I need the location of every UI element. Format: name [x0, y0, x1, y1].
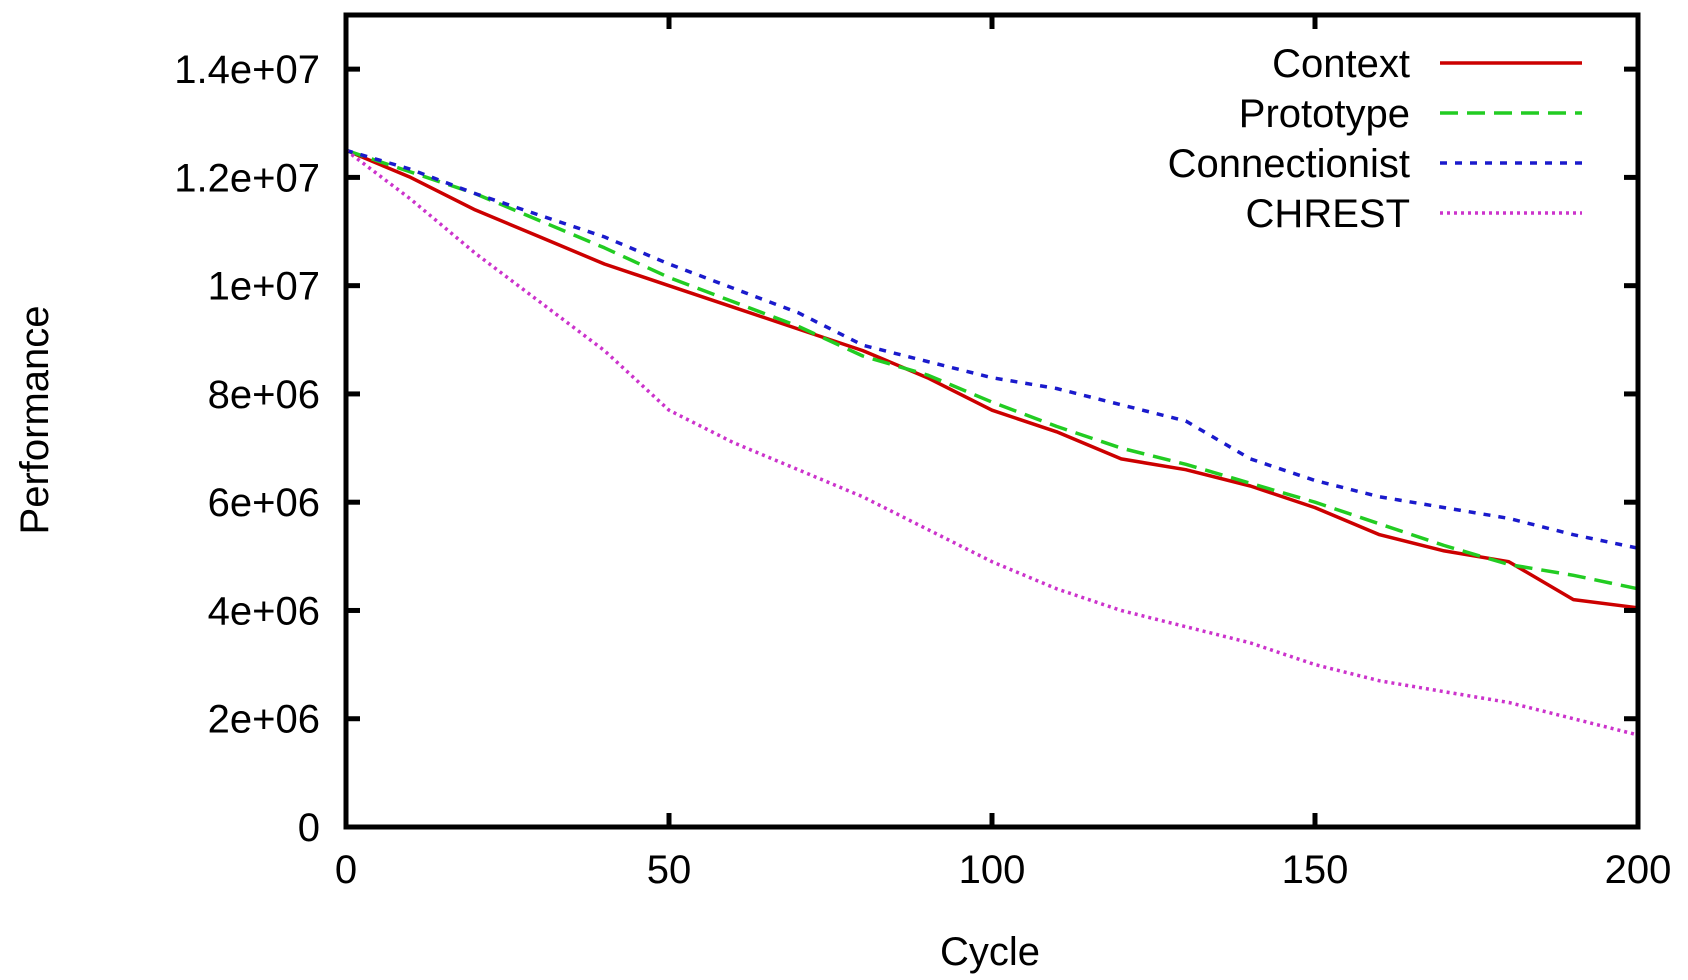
plot-frame	[343, 12, 1641, 830]
plot-marks	[344, 148, 1639, 737]
legend-label-context: Context	[1272, 42, 1410, 86]
x-tick-label: 0	[335, 848, 357, 892]
y-tick-label: 1e+07	[208, 265, 320, 309]
x-tick-label: 50	[647, 848, 692, 892]
y-tick-label: 2e+06	[208, 698, 320, 742]
x-axis-title: Cycle	[940, 930, 1040, 974]
y-tick-label: 6e+06	[208, 481, 320, 525]
series-line-connectionist	[345, 148, 1639, 550]
x-tick-label: 200	[1605, 848, 1672, 892]
series-line-context	[345, 148, 1639, 610]
legend-label-prototype: Prototype	[1239, 92, 1410, 136]
x-tick-label: 150	[1282, 848, 1349, 892]
y-tick-label: 1.4e+07	[174, 48, 320, 92]
series-line-prototype	[345, 148, 1639, 591]
x-tick-label: 100	[959, 848, 1026, 892]
legend: Context Prototype Connectionist CHREST	[1168, 42, 1582, 236]
y-axis-title: Performance	[13, 306, 57, 535]
y-tick-label: 4e+06	[208, 589, 320, 633]
y-tick-label: 0	[298, 806, 320, 850]
y-tick-label: 8e+06	[208, 373, 320, 417]
y-tick-label: 1.2e+07	[174, 156, 320, 200]
axis-ticks: 0 2e+06 4e+06 6e+06 8e+06 1e+07 1.2e+07 1.4e+07…	[174, 15, 1671, 892]
legend-label-chrest: CHREST	[1246, 192, 1410, 236]
series-line-chrest	[344, 148, 1639, 737]
legend-label-connectionist: Connectionist	[1168, 142, 1410, 186]
